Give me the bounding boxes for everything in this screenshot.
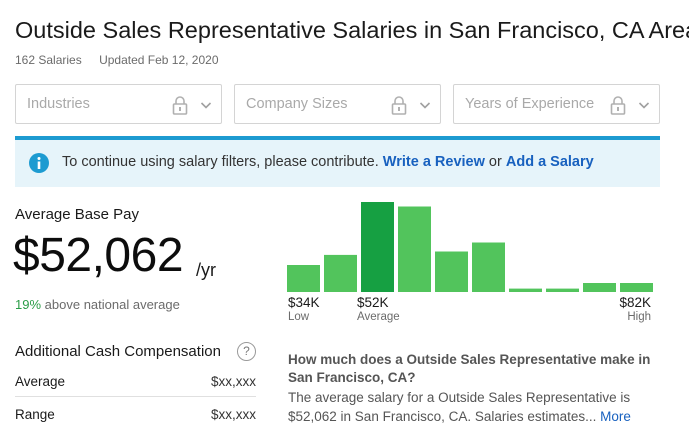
average-salary-label: Average xyxy=(357,311,400,323)
cash-range-value: $xx,xxx xyxy=(210,407,256,422)
company-sizes-filter[interactable]: Company Sizes xyxy=(234,84,441,124)
cash-average-label: Average xyxy=(15,374,66,389)
histogram-bar xyxy=(361,202,394,292)
average-base-pay-label: Average Base Pay xyxy=(15,206,139,223)
low-salary-marker: $34K Low xyxy=(288,295,320,323)
faq-question: How much does a Outside Sales Representa… xyxy=(288,352,651,385)
histogram-bar xyxy=(398,206,431,292)
average-salary-value: $52K xyxy=(357,295,389,310)
lock-icon xyxy=(610,96,626,115)
cash-average-value: $xx,xxx xyxy=(210,374,256,389)
histogram-bar xyxy=(546,288,579,292)
write-review-link[interactable]: Write a Review xyxy=(382,154,485,170)
banner-text: To continue using salary filters, please… xyxy=(62,154,379,170)
low-salary-value: $34K xyxy=(288,295,320,310)
help-icon[interactable]: ? xyxy=(237,342,256,361)
add-salary-link[interactable]: Add a Salary xyxy=(505,154,594,170)
page-title: Outside Sales Representative Salaries in… xyxy=(15,17,689,43)
salary-histogram xyxy=(287,202,653,292)
high-salary-value: $82K xyxy=(619,295,651,310)
histogram-labels: $34K Low $52K Average $82K High xyxy=(285,295,655,331)
average-base-pay-value: $52,062 xyxy=(13,229,184,282)
salary-count: 162 Salaries xyxy=(15,53,82,67)
histogram-bar xyxy=(509,288,542,292)
info-icon xyxy=(29,153,49,173)
cash-average-row: Average $xx,xxx xyxy=(15,367,256,397)
average-salary-marker: $52K Average xyxy=(357,295,400,323)
page-meta: 162 Salaries Updated Feb 12, 2020 xyxy=(15,53,219,67)
national-comparison: 19% above national average xyxy=(15,297,180,312)
lock-icon xyxy=(172,96,188,115)
low-salary-label: Low xyxy=(288,311,310,323)
high-salary-marker: $82K High xyxy=(619,295,651,323)
years-of-experience-filter-label: Years of Experience xyxy=(465,96,595,112)
cash-range-label: Range xyxy=(15,407,55,422)
company-sizes-filter-label: Company Sizes xyxy=(246,96,348,112)
industries-filter[interactable]: Industries xyxy=(15,84,222,124)
years-of-experience-filter[interactable]: Years of Experience xyxy=(453,84,660,124)
comparison-text: above national average xyxy=(44,297,180,312)
cash-range-row: Range $xx,xxx xyxy=(15,400,256,430)
histogram-bar xyxy=(620,283,653,292)
additional-cash-title: Additional Cash Compensation xyxy=(15,343,221,360)
faq-answer-text: The average salary for a Outside Sales R… xyxy=(288,390,631,424)
high-salary-label: High xyxy=(627,311,651,323)
contribute-banner: To continue using salary filters, please… xyxy=(15,136,660,187)
banner-message: To continue using salary filters, please… xyxy=(62,154,594,170)
updated-date: Updated Feb 12, 2020 xyxy=(99,53,219,67)
histogram-bar xyxy=(472,242,505,292)
chevron-down-icon xyxy=(638,102,650,109)
industries-filter-label: Industries xyxy=(27,96,90,112)
pay-unit: /yr xyxy=(196,260,216,280)
more-link[interactable]: More xyxy=(600,409,631,424)
banner-or: or xyxy=(488,154,502,170)
chevron-down-icon xyxy=(419,102,431,109)
histogram-bar xyxy=(287,265,320,292)
lock-icon xyxy=(391,96,407,115)
faq-answer: The average salary for a Outside Sales R… xyxy=(288,388,658,426)
histogram-bar xyxy=(324,254,357,292)
histogram-bar xyxy=(583,283,616,292)
chevron-down-icon xyxy=(200,102,212,109)
comparison-percent: 19% xyxy=(15,297,42,312)
histogram-bar xyxy=(435,251,468,292)
